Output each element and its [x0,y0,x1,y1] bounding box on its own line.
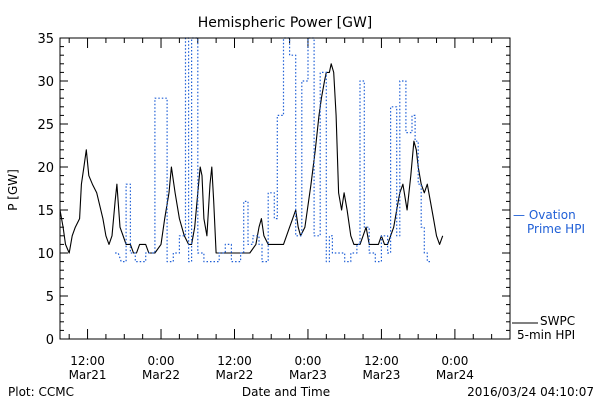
legend-swpc-line2: 5-min HPI [517,328,575,342]
x-tick-date-label: Mar23 [362,368,400,382]
y-axis-ticks: 0 5 10 15 20 25 30 35 [37,32,510,348]
y-tick-label: 5 [46,290,54,305]
y-tick-label: 25 [37,118,54,133]
x-axis-ticks: 12:00Mar210:00Mar2212:00Mar220:00Mar2312… [69,38,511,382]
y-axis-label: P [GW] [6,169,20,211]
x-tick-time-label: 12:00 [364,354,399,368]
legend-ovation-line1: — Ovation [513,208,576,222]
x-tick-time-label: 12:00 [217,354,252,368]
plot-credit: Plot: CCMC [8,385,74,399]
y-tick-label: 10 [37,247,54,262]
chart-title: Hemispheric Power [GW] [198,15,373,31]
x-axis-label: Date and Time [242,385,330,399]
timestamp: 2016/03/24 04:10:07 [467,385,594,399]
x-tick-time-label: 0:00 [294,354,321,368]
x-tick-time-label: 0:00 [148,354,175,368]
legend-ovation-line2: Prime HPI [527,222,585,236]
x-tick-time-label: 12:00 [70,354,105,368]
y-tick-label: 0 [46,333,54,348]
plot-frame [59,37,511,340]
y-tick-label: 35 [37,32,54,47]
legend-swpc-line1: SWPC [540,314,575,328]
swpc-hpi-series-line [59,63,444,254]
x-tick-date-label: Mar21 [69,368,107,382]
x-tick-date-label: Mar23 [289,368,327,382]
ovation-prime-series-line [115,37,432,263]
series-layer [59,37,444,263]
x-tick-time-label: 0:00 [441,354,468,368]
x-tick-date-label: Mar24 [436,368,474,382]
x-tick-date-label: Mar22 [142,368,180,382]
y-tick-label: 20 [37,161,54,176]
x-tick-date-label: Mar22 [216,368,254,382]
y-tick-label: 30 [37,75,54,90]
y-tick-label: 15 [37,204,54,219]
legend: — Ovation Prime HPI SWPC 5-min HPI [512,208,585,342]
